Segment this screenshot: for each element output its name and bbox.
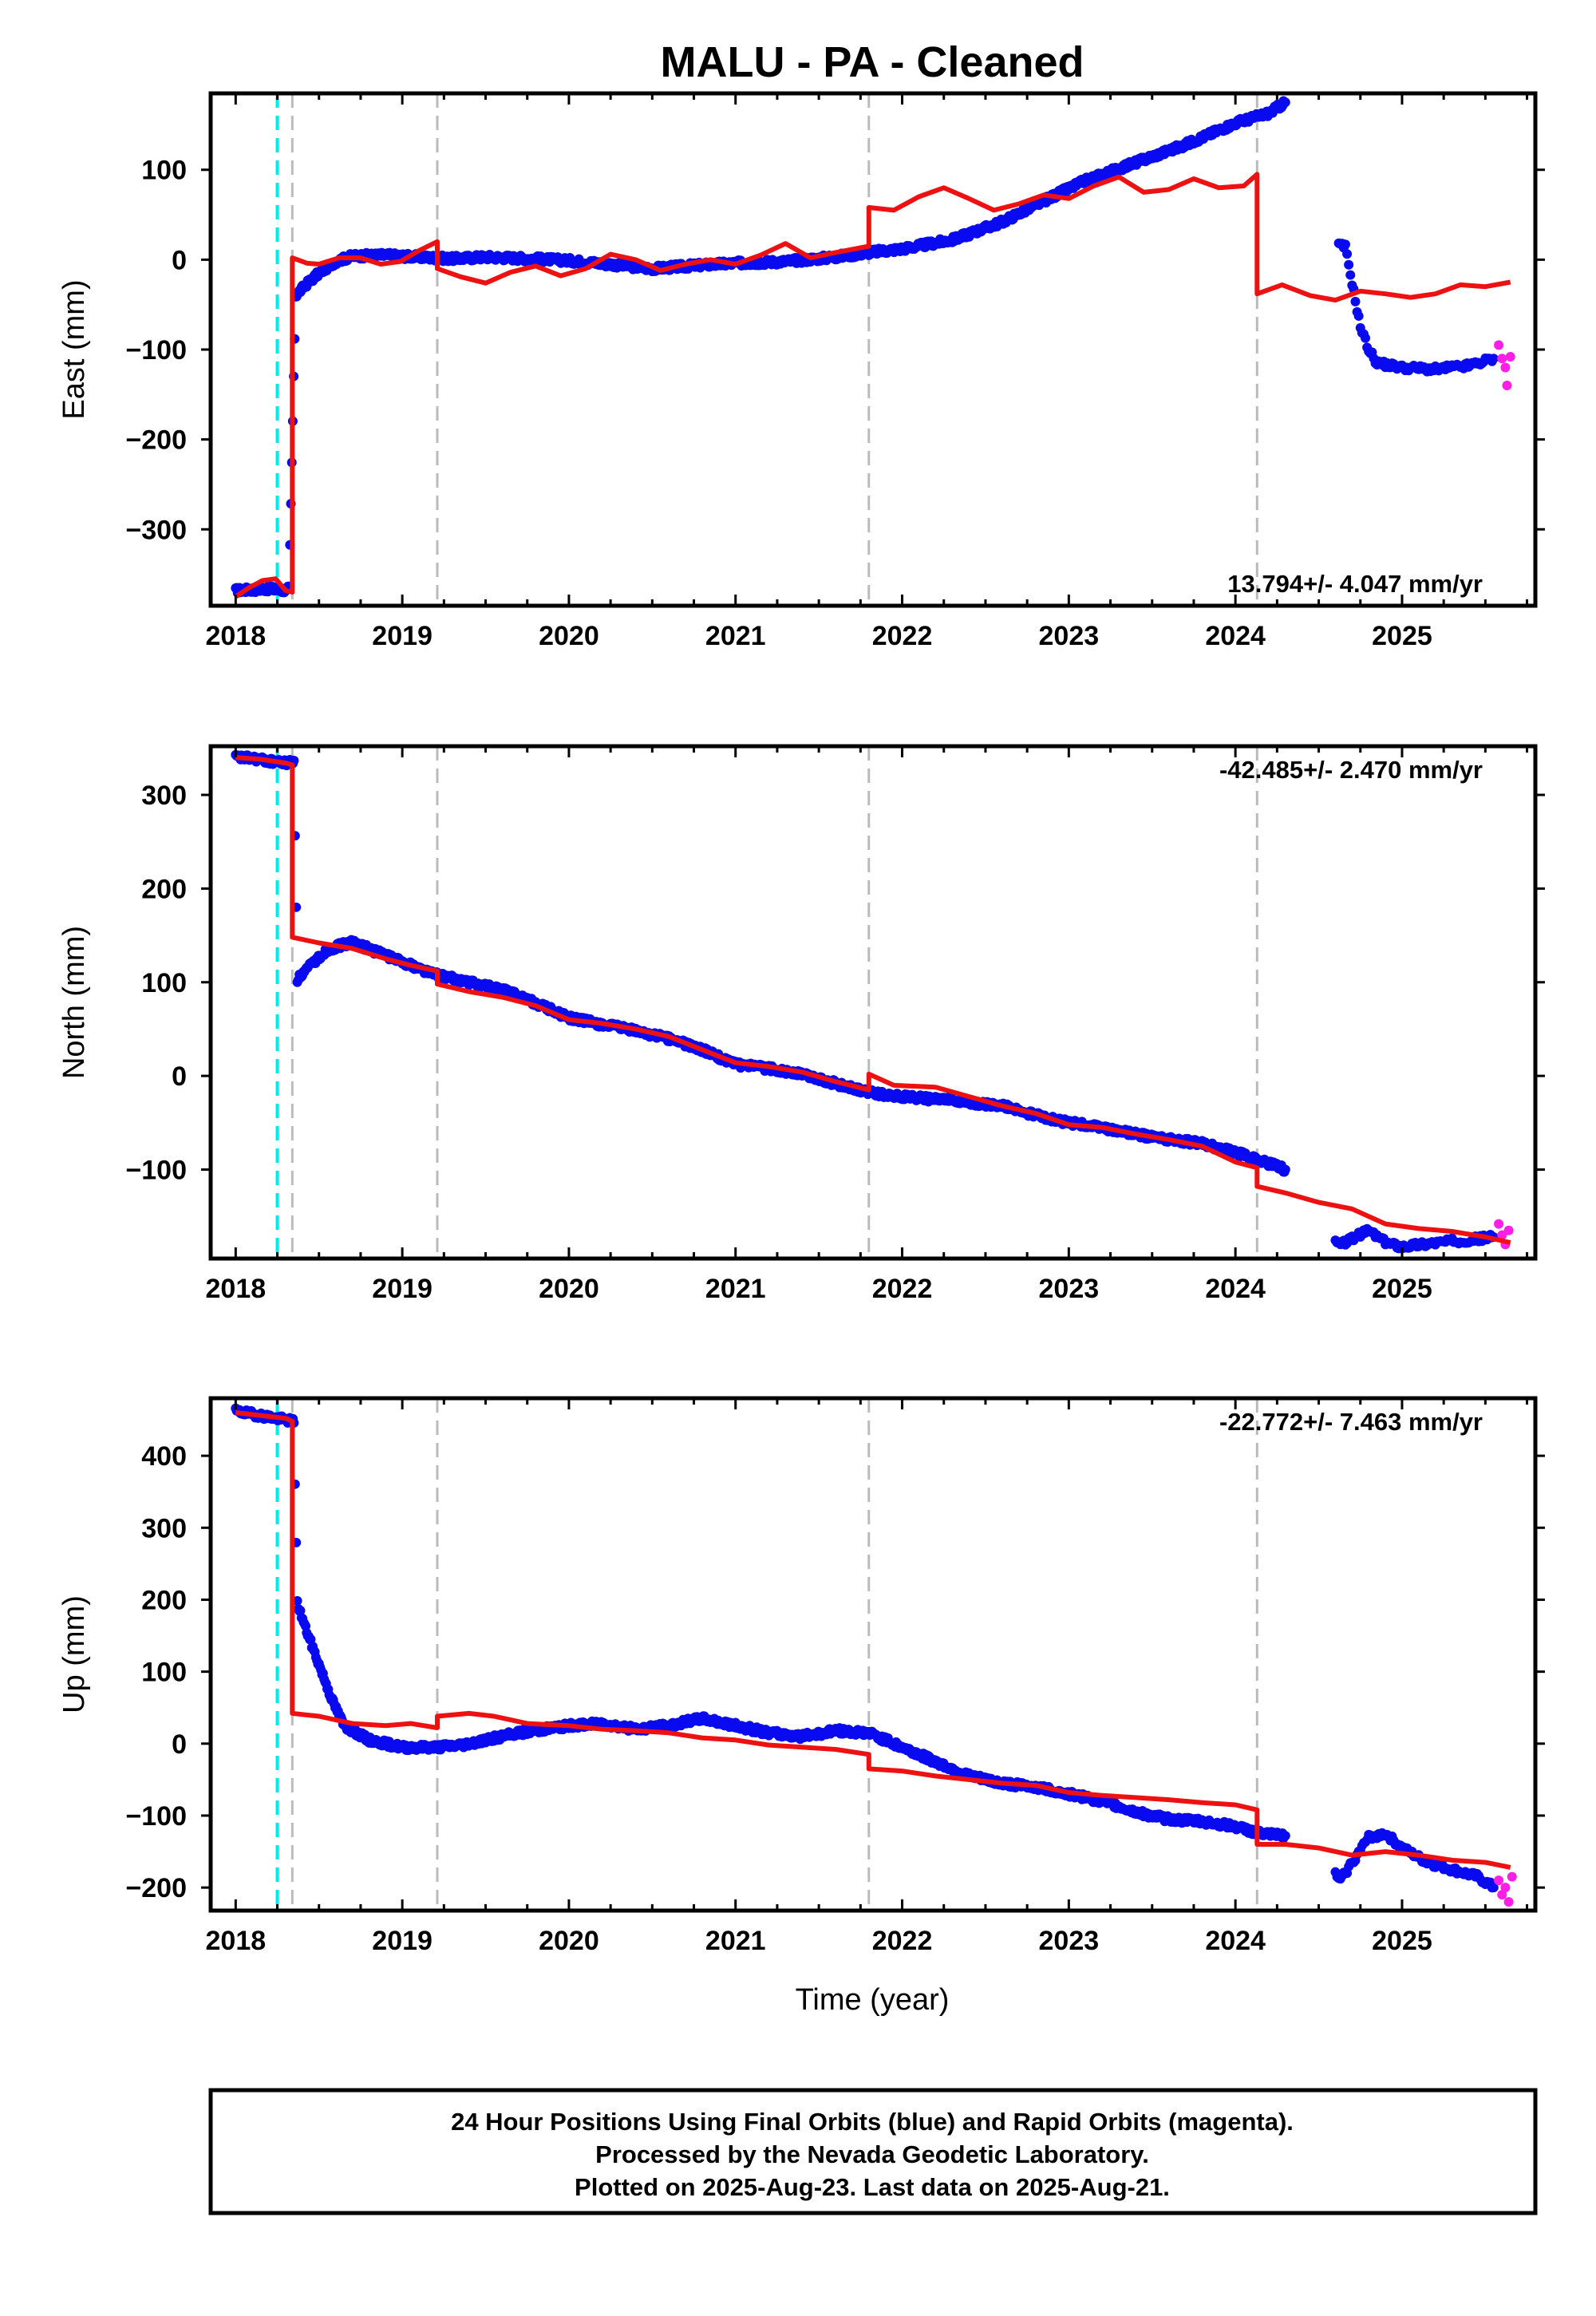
panel-east: 2018 2019 2020 2021 2022 2023 2024 2025 −300 −200… <box>57 91 1545 651</box>
x-tick-label: 2018 <box>206 621 267 651</box>
x-tick-label: 2020 <box>539 621 599 651</box>
rapid-orbit-point <box>1497 1230 1507 1240</box>
y-tick-label: 100 <box>141 968 187 998</box>
plot-area-up <box>231 1403 1517 1907</box>
x-tick-label: 2018 <box>206 1274 267 1304</box>
y-axis-label-up: Up (mm) <box>57 1595 91 1713</box>
final-orbit-series-late <box>1330 1828 1499 1893</box>
x-tick-label: 2019 <box>372 1274 433 1304</box>
plot-frame-up <box>208 1396 1538 1913</box>
rapid-orbit-point <box>1497 1890 1507 1900</box>
x-tick-label: 2022 <box>872 1274 933 1304</box>
x-tick-label: 2022 <box>872 621 933 651</box>
y-tick-label: 200 <box>141 874 187 904</box>
final-orbit-series-late-point <box>1353 310 1364 321</box>
footer-line-2: Processed by the Nevada Geodetic Laborat… <box>595 2140 1149 2168</box>
rate-label-east: 13.794+/- 4.047 mm/yr <box>1227 570 1483 598</box>
model-fit-line <box>234 172 1511 599</box>
plot-area-north <box>231 749 1514 1254</box>
rate-label-up: -22.772+/- 7.463 mm/yr <box>1219 1408 1483 1436</box>
final-orbit-series-late <box>1333 238 1499 377</box>
rapid-orbit-point <box>1494 1219 1504 1229</box>
y-tick-label: −100 <box>125 335 187 366</box>
footer-line-1: 24 Hour Positions Using Final Orbits (bl… <box>451 2108 1294 2136</box>
rapid-orbit-point <box>1494 340 1504 350</box>
final-orbit-series-point <box>295 1606 306 1616</box>
x-tick-label: 2024 <box>1205 1926 1266 1956</box>
footer-box <box>208 2088 1538 2215</box>
final-orbit-series-late-point <box>1342 249 1353 259</box>
rapid-orbit-point <box>1502 381 1512 391</box>
y-tick-label: 0 <box>172 245 187 275</box>
rapid-orbit-point <box>1500 1883 1511 1893</box>
rapid-orbit-point <box>1505 352 1515 362</box>
x-tick-label: 2021 <box>705 621 766 651</box>
y-tick-label: −100 <box>125 1156 187 1186</box>
x-tick-label: 2021 <box>705 1274 766 1304</box>
plot-area-east <box>231 96 1515 599</box>
x-tick-label: 2025 <box>1372 621 1432 651</box>
y-tick-label: 300 <box>141 1513 187 1543</box>
rapid-orbit-series <box>1494 340 1515 391</box>
final-orbit-series-late-point <box>1488 354 1499 364</box>
y-axis-label-east: East (mm) <box>57 279 91 419</box>
rapid-orbit-point <box>1507 1871 1517 1882</box>
final-orbit-series-point <box>1280 1831 1290 1841</box>
x-tick-label: 2019 <box>372 1926 433 1956</box>
x-tick-label: 2024 <box>1205 1274 1266 1304</box>
y-axis-label-north: North (mm) <box>57 926 91 1079</box>
final-orbit-series-late-point <box>1340 239 1350 250</box>
panel-north: 2018 2019 2020 2021 2022 2023 2024 2025 −100 0 100… <box>57 744 1545 1304</box>
final-orbit-series <box>231 96 1290 599</box>
rapid-orbit-point <box>1494 1875 1504 1886</box>
rapid-orbit-point <box>1503 1225 1514 1235</box>
x-tick-label: 2022 <box>872 1926 933 1956</box>
rapid-orbit-point <box>1500 362 1511 373</box>
final-orbit-series-late <box>1330 1223 1499 1254</box>
y-tick-label: 100 <box>141 156 187 186</box>
x-tick-label: 2023 <box>1039 1274 1100 1304</box>
rapid-orbit-point <box>1497 354 1507 364</box>
rapid-orbit-point <box>1503 1897 1514 1907</box>
y-tick-label: −100 <box>125 1801 187 1832</box>
x-tick-label: 2021 <box>705 1926 766 1956</box>
y-tick-label: 0 <box>172 1729 187 1760</box>
x-tick-label: 2024 <box>1205 621 1266 651</box>
y-tick-label: −200 <box>125 425 187 456</box>
y-tick-label: 200 <box>141 1585 187 1615</box>
y-tick-label: 300 <box>141 781 187 811</box>
y-tick-label: 0 <box>172 1061 187 1092</box>
final-orbit-series-point <box>1280 97 1290 108</box>
y-tick-label: −300 <box>125 515 187 545</box>
y-tick-label: 400 <box>141 1441 187 1472</box>
panel-up: 2018 2019 2020 2021 2022 2023 2024 2025 −200 −100… <box>57 1396 1545 1956</box>
final-orbit-series-late-point <box>1350 296 1361 306</box>
x-tick-label: 2023 <box>1039 1926 1100 1956</box>
plot-frame-north <box>208 744 1538 1261</box>
x-axis-label: Time (year) <box>796 1983 950 2017</box>
model-fit-line <box>235 1410 1511 1870</box>
rapid-orbit-series <box>1494 1871 1517 1907</box>
final-orbit-series-late-point <box>1488 1883 1499 1893</box>
rapid-orbit-series <box>1494 1219 1514 1250</box>
x-tick-label: 2020 <box>539 1926 599 1956</box>
model-fit-line <box>235 755 1511 1245</box>
final-orbit-series-late-point <box>1344 259 1354 270</box>
footer-line-3: Plotted on 2025-Aug-23. Last data on 202… <box>575 2173 1170 2201</box>
figure-title: MALU - PA - Cleaned <box>660 38 1084 86</box>
y-tick-label: 100 <box>141 1658 187 1688</box>
final-orbit-series-point <box>292 1595 302 1606</box>
y-tick-label: −200 <box>125 1873 187 1903</box>
x-tick-label: 2020 <box>539 1274 599 1304</box>
x-tick-label: 2025 <box>1372 1274 1432 1304</box>
x-tick-label: 2023 <box>1039 621 1100 651</box>
final-orbit-series-late-point <box>1361 333 1371 343</box>
final-orbit-series-point <box>1280 1164 1290 1175</box>
x-tick-label: 2019 <box>372 621 433 651</box>
final-orbit-series-late-point <box>1345 270 1356 280</box>
x-tick-label: 2018 <box>206 1926 267 1956</box>
x-tick-label: 2025 <box>1372 1926 1432 1956</box>
rate-label-north: -42.485+/- 2.470 mm/yr <box>1219 756 1483 784</box>
